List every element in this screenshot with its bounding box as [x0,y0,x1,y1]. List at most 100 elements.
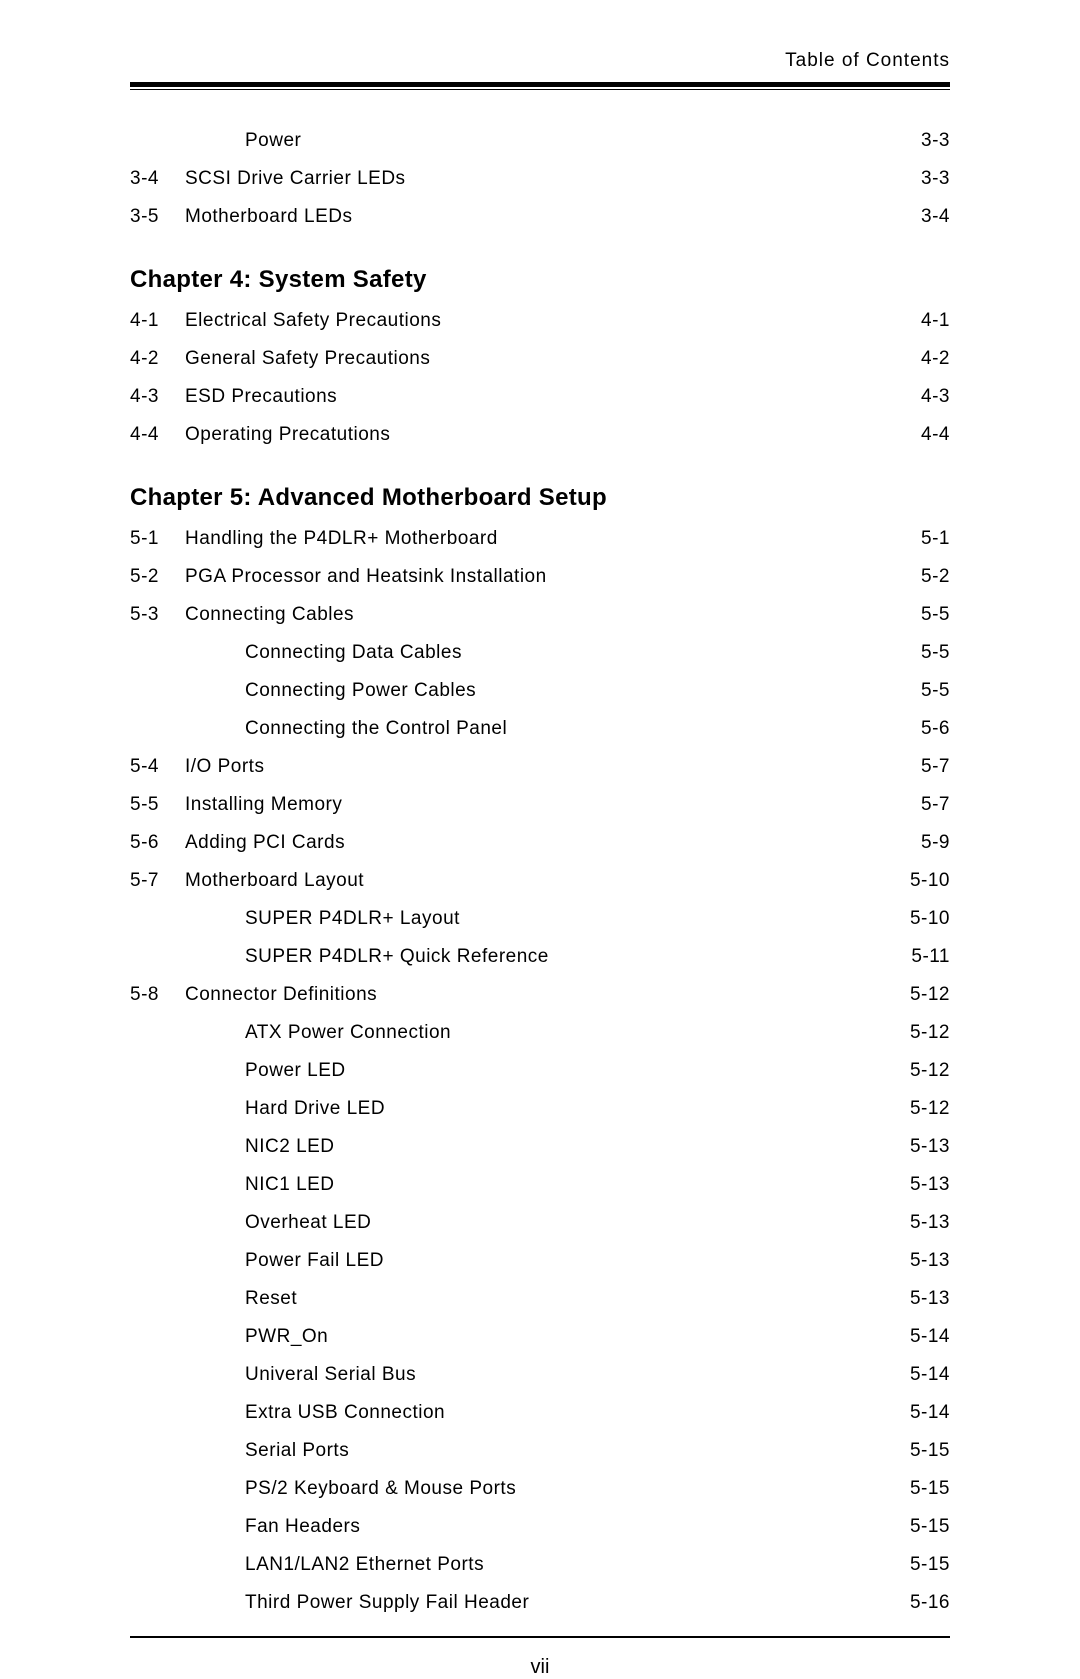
toc-page-number: 5-5 [900,596,950,634]
toc-page-number: 3-3 [900,160,950,198]
toc-entry: LAN1/LAN2 Ethernet Ports5-15 [130,1546,950,1584]
toc-entry: Extra USB Connection 5-14 [130,1394,950,1432]
toc-entry: 5-1Handling the P4DLR+ Motherboard5-1 [130,520,950,558]
toc-title: Connecting Cables [185,596,354,634]
toc-section-number: 5-6 [130,824,185,862]
toc-entry: NIC1 LED 5-13 [130,1166,950,1204]
toc-title: General Safety Precautions [185,340,430,378]
header-title: Table of Contents [130,50,950,82]
toc-section-number: 3-4 [130,160,185,198]
footer-rule [130,1636,950,1638]
toc-page-number: 5-14 [900,1356,950,1394]
toc-entry: Univeral Serial Bus5-14 [130,1356,950,1394]
toc-page-number: 5-5 [900,672,950,710]
toc-entry: 4-1Electrical Safety Precautions4-1 [130,302,950,340]
toc-page-number: 5-12 [900,976,950,1014]
toc-entry: Power LED 5-12 [130,1052,950,1090]
toc-page-number: 4-4 [900,416,950,454]
toc-page-number: 5-9 [900,824,950,862]
toc-title: Overheat LED [245,1204,371,1242]
toc-section-number: 5-5 [130,786,185,824]
toc-section-number: 4-2 [130,340,185,378]
toc-title: Hard Drive LED [245,1090,385,1128]
toc-title: Power [245,122,301,160]
toc-section-number: 4-1 [130,302,185,340]
toc-entry: Power 3-3 [130,122,950,160]
toc-title: Reset [245,1280,297,1318]
toc-entry: Hard Drive LED 5-12 [130,1090,950,1128]
toc-title: Fan Headers [245,1508,360,1546]
toc-entry: 4-2General Safety Precautions4-2 [130,340,950,378]
toc-entry: NIC2 LED5-13 [130,1128,950,1166]
toc-section-number: 5-4 [130,748,185,786]
toc-title: I/O Ports [185,748,264,786]
toc-entry: 5-3Connecting Cables5-5 [130,596,950,634]
toc-entry: ATX Power Connection5-12 [130,1014,950,1052]
toc-title: Extra USB Connection [245,1394,445,1432]
toc-page-number: 5-14 [900,1394,950,1432]
toc-title: SUPER P4DLR+ Layout [245,900,460,938]
toc-page-number: 5-5 [900,634,950,672]
header-rule-thin [130,89,950,90]
toc-entry: 5-6Adding PCI Cards 5-9 [130,824,950,862]
page-number: vii [130,1656,950,1679]
toc-page-number: 3-3 [900,122,950,160]
toc-entry: 4-3ESD Precautions4-3 [130,378,950,416]
toc-entry: 3-5Motherboard LEDs3-4 [130,198,950,236]
toc-section-number: 4-4 [130,416,185,454]
toc-page-number: 5-15 [900,1470,950,1508]
toc-page-number: 5-6 [900,710,950,748]
toc-entry: SUPER P4DLR+ Quick Reference 5-11 [130,938,950,976]
toc-page-number: 5-12 [900,1052,950,1090]
toc-section-number: 3-5 [130,198,185,236]
toc-page-number: 5-11 [900,938,950,976]
toc-page-number: 5-13 [900,1204,950,1242]
toc-page-number: 5-15 [900,1432,950,1470]
toc-entry: Fan Headers 5-15 [130,1508,950,1546]
toc-title: Power LED [245,1052,346,1090]
toc-title: PGA Processor and Heatsink Installation [185,558,547,596]
toc-entry: Connecting Power Cables5-5 [130,672,950,710]
toc-entry: 5-5Installing Memory5-7 [130,786,950,824]
toc-entry: 5-4I/O Ports 5-7 [130,748,950,786]
toc-title: Adding PCI Cards [185,824,345,862]
toc-entry: 4-4Operating Precatutions4-4 [130,416,950,454]
toc-page-number: 5-13 [900,1166,950,1204]
toc-title: Connecting Data Cables [245,634,462,672]
toc-title: SUPER P4DLR+ Quick Reference [245,938,549,976]
toc-section-number: 5-7 [130,862,185,900]
toc-entry: Overheat LED 5-13 [130,1204,950,1242]
toc-title: NIC1 LED [245,1166,335,1204]
toc-title: ESD Precautions [185,378,337,416]
toc-title: PWR_On [245,1318,328,1356]
toc-entry: Third Power Supply Fail Header5-16 [130,1584,950,1622]
toc-entry: Connecting the Control Panel 5-6 [130,710,950,748]
toc-page-number: 4-3 [900,378,950,416]
toc-page-number: 5-15 [900,1508,950,1546]
toc-title: Connecting the Control Panel [245,710,507,748]
toc-entry: Reset 5-13 [130,1280,950,1318]
toc-page-number: 5-12 [900,1090,950,1128]
toc-entry: 5-7Motherboard Layout5-10 [130,862,950,900]
toc-page-number: 5-14 [900,1318,950,1356]
toc-title: Connector Definitions [185,976,377,1014]
toc-page-number: 5-15 [900,1546,950,1584]
chapter-heading: Chapter 4: System Safety [130,266,950,294]
toc-page-number: 5-16 [900,1584,950,1622]
chapter-heading: Chapter 5: Advanced Motherboard Setup [130,484,950,512]
toc-entry: 5-2PGA Processor and Heatsink Installati… [130,558,950,596]
toc-title: PS/2 Keyboard & Mouse Ports [245,1470,516,1508]
toc-page-number: 5-1 [900,520,950,558]
toc-entry: Power Fail LED5-13 [130,1242,950,1280]
toc-title: Handling the P4DLR+ Motherboard [185,520,498,558]
header-rule-thick [130,82,950,87]
toc-page-number: 5-13 [900,1242,950,1280]
toc-page-number: 3-4 [900,198,950,236]
toc-page-number: 5-13 [900,1280,950,1318]
page-container: Table of Contents Power3-33-4SCSI Drive … [130,50,950,1679]
toc-page-number: 5-7 [900,786,950,824]
toc-page-number: 5-7 [900,748,950,786]
toc-section-number: 5-8 [130,976,185,1014]
toc-section-number: 5-1 [130,520,185,558]
toc-entry: 5-8Connector Definitions 5-12 [130,976,950,1014]
